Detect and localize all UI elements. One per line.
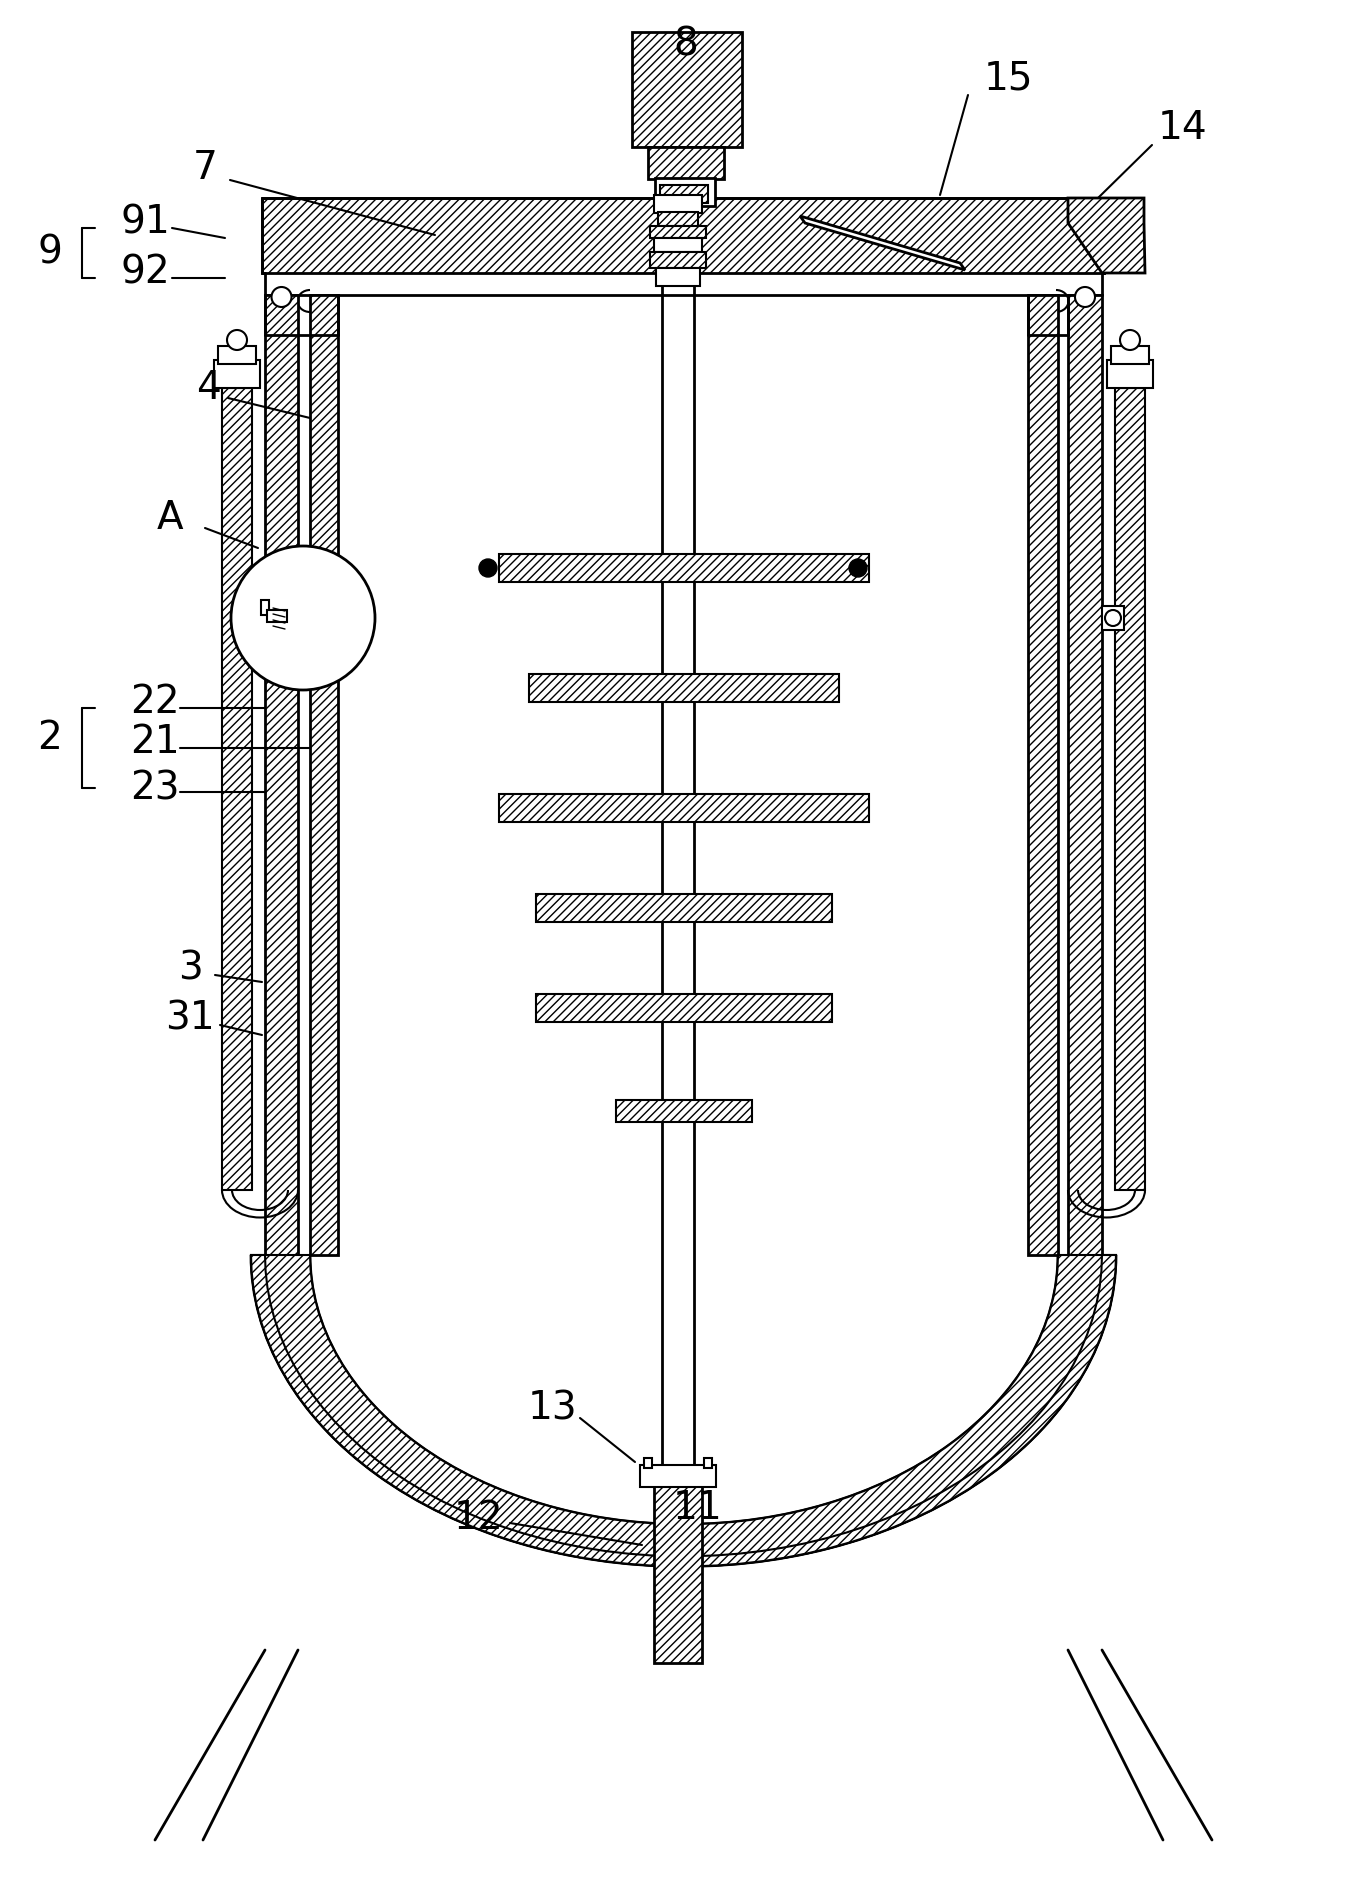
Bar <box>1112 345 1149 364</box>
Bar <box>1114 389 1144 1191</box>
Text: 92: 92 <box>120 253 170 291</box>
Text: 3: 3 <box>178 949 203 987</box>
Bar <box>309 294 338 1255</box>
Bar <box>528 674 839 702</box>
Bar <box>537 994 832 1023</box>
Bar <box>218 345 256 364</box>
Text: 4: 4 <box>196 370 220 408</box>
Circle shape <box>227 330 246 349</box>
Bar <box>498 555 869 581</box>
Polygon shape <box>251 1255 1116 1566</box>
Bar <box>537 894 832 923</box>
Text: 21: 21 <box>130 723 179 760</box>
Bar <box>654 1478 702 1662</box>
Bar <box>214 360 260 389</box>
Bar <box>266 294 298 1255</box>
Circle shape <box>271 287 292 308</box>
Text: 23: 23 <box>130 770 179 808</box>
Bar <box>654 194 702 213</box>
Circle shape <box>231 545 375 691</box>
Circle shape <box>479 559 497 577</box>
Bar <box>658 211 698 226</box>
Bar <box>267 610 287 623</box>
Bar <box>1068 294 1102 1255</box>
Circle shape <box>849 559 867 577</box>
Circle shape <box>1105 610 1121 626</box>
Bar <box>261 600 268 615</box>
Text: 11: 11 <box>674 1489 723 1527</box>
Text: 7: 7 <box>193 149 218 187</box>
Bar <box>654 238 702 253</box>
Text: 9: 9 <box>37 232 63 272</box>
Circle shape <box>1075 287 1095 308</box>
Bar <box>648 147 724 179</box>
Polygon shape <box>1068 198 1144 274</box>
Text: 2: 2 <box>37 719 63 757</box>
Bar <box>1102 606 1124 630</box>
Bar <box>643 1459 652 1468</box>
Bar <box>656 268 700 287</box>
Polygon shape <box>261 198 1103 274</box>
Bar <box>222 389 252 1191</box>
Bar <box>1108 360 1153 389</box>
Text: 22: 22 <box>130 683 179 721</box>
Bar <box>650 226 706 238</box>
Bar <box>654 177 715 206</box>
Text: A: A <box>156 498 183 538</box>
Circle shape <box>1120 330 1140 349</box>
Bar <box>704 1459 712 1468</box>
Text: 14: 14 <box>1157 109 1207 147</box>
Bar <box>632 32 742 147</box>
Text: 13: 13 <box>527 1389 576 1427</box>
Text: 12: 12 <box>453 1498 502 1538</box>
Polygon shape <box>251 1255 1116 1566</box>
Bar <box>616 1100 752 1123</box>
Text: 15: 15 <box>983 58 1032 96</box>
Bar <box>498 794 869 823</box>
Polygon shape <box>799 215 965 270</box>
Bar <box>660 185 708 204</box>
Bar <box>1028 294 1058 1255</box>
Bar <box>639 1464 716 1487</box>
Bar <box>650 253 706 268</box>
Text: 8: 8 <box>674 26 698 64</box>
Text: 91: 91 <box>120 204 170 242</box>
Text: 31: 31 <box>166 998 215 1038</box>
